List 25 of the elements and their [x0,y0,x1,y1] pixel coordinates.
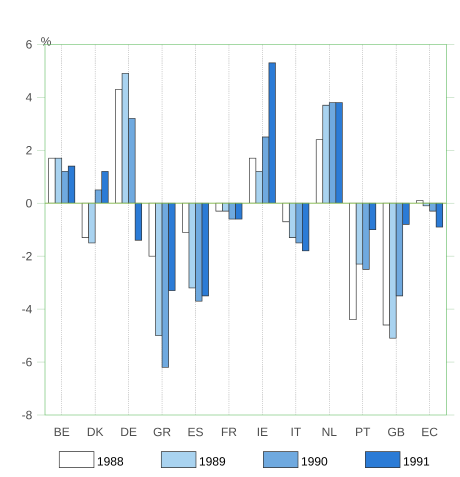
x-tick-label: PT [356,428,370,436]
legend-label: 1991 [404,457,430,466]
y-tick-label: 2 [26,146,32,154]
y-axis-title: % [41,37,51,46]
x-tick-label: BE [54,428,70,436]
y-tick-label: -8 [22,410,32,420]
x-tick-label: GR [154,428,171,436]
y-tick-label: 6 [26,40,32,49]
x-tick-label: GB [388,428,404,436]
x-tick-label: DK [88,428,104,436]
legend-label: 1990 [302,457,328,466]
y-tick-label: -6 [22,358,32,366]
x-tick-label: FR [222,428,236,436]
x-tick-label: NL [322,428,337,436]
x-tick-label: IE [258,428,268,436]
x-tick-label: DE [121,428,136,436]
y-tick-label: -2 [22,252,32,260]
y-tick-label: 4 [26,93,32,102]
y-tick-label: -4 [22,304,32,314]
legend-label: 1988 [98,457,124,466]
y-tick-label: 0 [26,198,32,208]
legend-label: 1989 [200,457,226,466]
x-tick-label: IT [292,428,301,436]
x-tick-label: EC [422,428,438,436]
x-tick-label: ES [188,428,203,436]
